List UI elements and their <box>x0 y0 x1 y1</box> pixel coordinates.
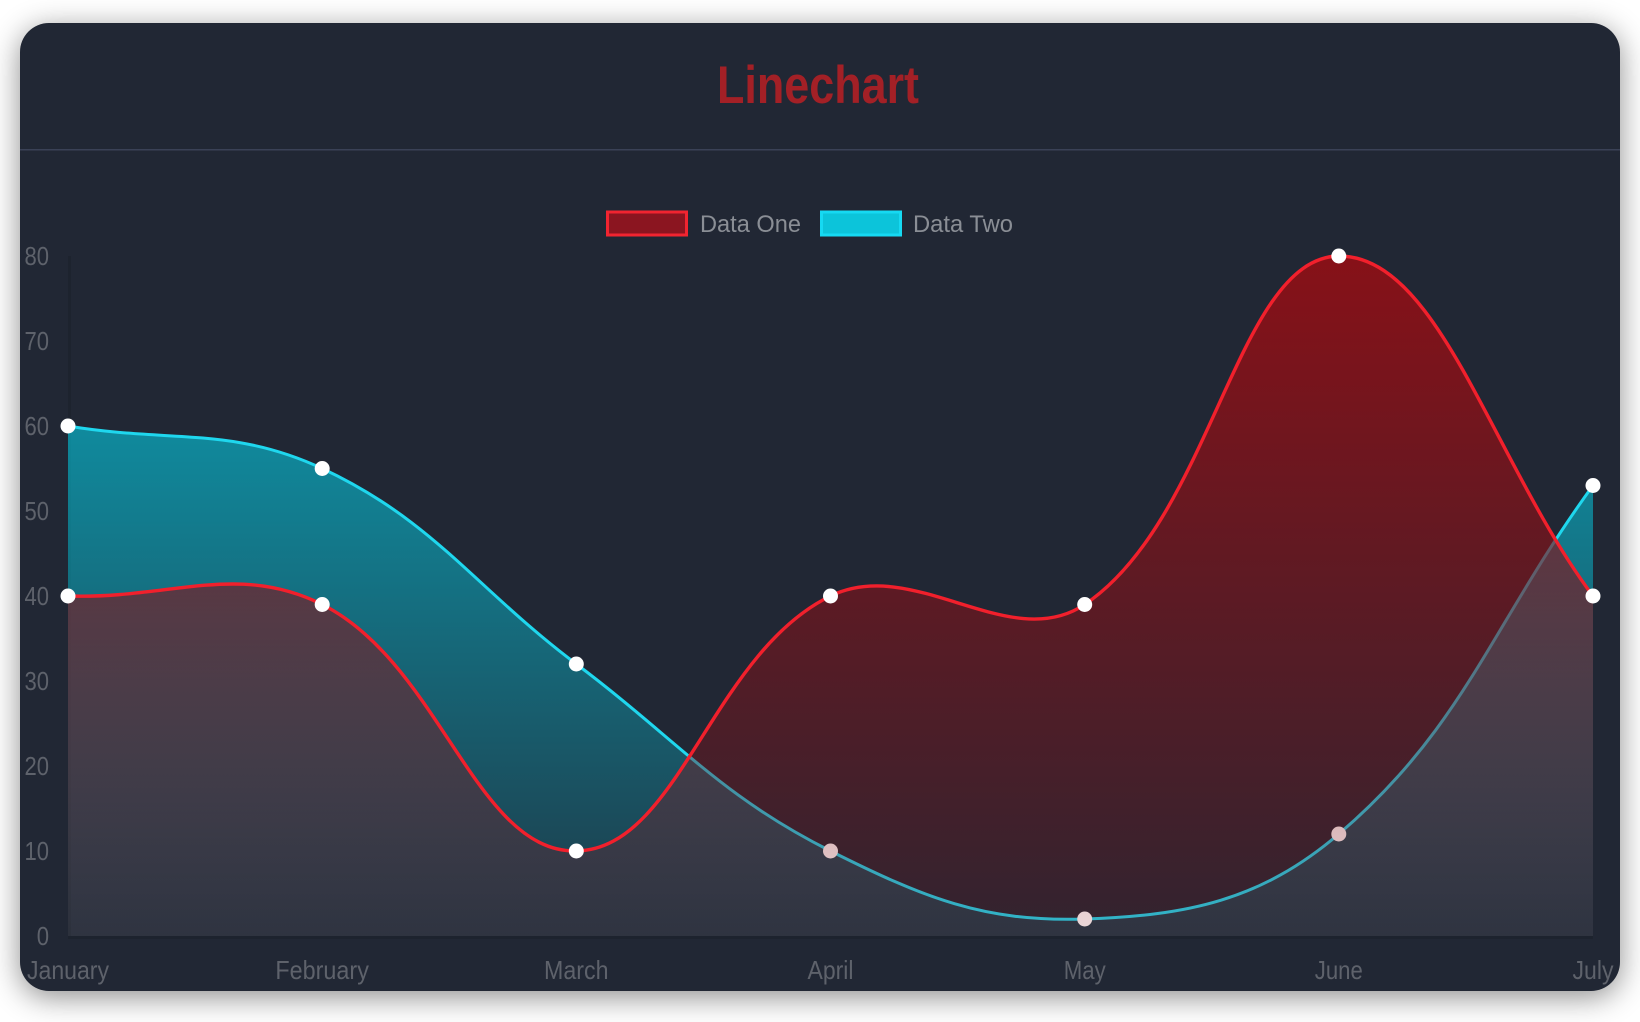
svg-text:10: 10 <box>25 836 50 866</box>
svg-text:April: April <box>808 955 854 985</box>
svg-text:June: June <box>1315 955 1363 985</box>
svg-text:July: July <box>1573 955 1614 985</box>
svg-text:March: March <box>544 955 609 985</box>
svg-text:January: January <box>27 955 109 985</box>
svg-text:0: 0 <box>37 921 49 951</box>
svg-text:Linechart: Linechart <box>717 56 919 115</box>
svg-text:70: 70 <box>25 326 50 356</box>
svg-text:50: 50 <box>25 496 50 526</box>
svg-text:40: 40 <box>25 581 50 611</box>
svg-text:60: 60 <box>25 411 50 441</box>
svg-text:20: 20 <box>25 751 50 781</box>
svg-text:Data Two: Data Two <box>913 211 1013 238</box>
svg-text:30: 30 <box>25 666 50 696</box>
svg-text:Data One: Data One <box>700 211 801 238</box>
svg-text:May: May <box>1064 955 1106 985</box>
svg-text:80: 80 <box>25 241 50 271</box>
svg-text:February: February <box>275 955 369 985</box>
